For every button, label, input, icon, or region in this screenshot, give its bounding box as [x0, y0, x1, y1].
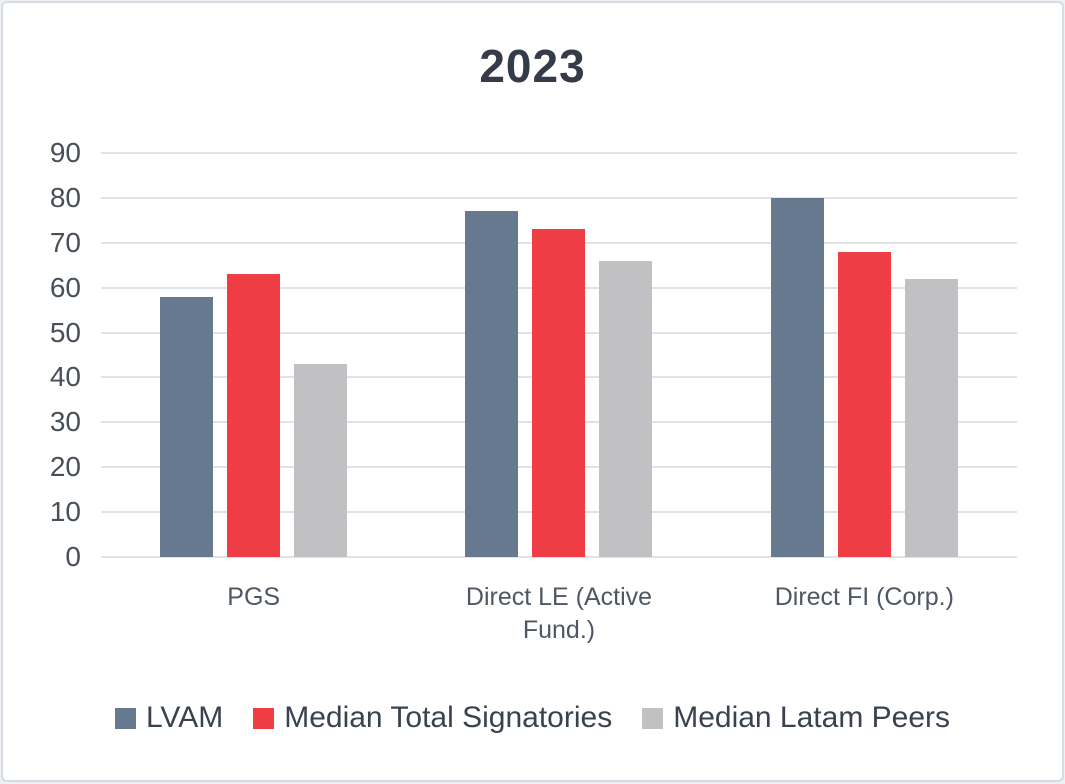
y-tick-label: 20	[49, 451, 81, 483]
legend-item: LVAM	[114, 701, 224, 735]
legend-label: Median Latam Peers	[673, 701, 951, 734]
bar	[599, 260, 653, 557]
y-tick-label: 70	[49, 226, 81, 258]
gridline	[101, 556, 1017, 558]
chart-title: 2023	[479, 40, 586, 92]
y-tick-label: 90	[49, 137, 81, 168]
y-tick-label: 60	[49, 271, 81, 303]
x-category-label-text: Direct LE (Active Fund.)	[465, 583, 653, 644]
bar-group	[712, 153, 1017, 557]
y-tick-label: 10	[49, 496, 81, 528]
x-category-label: Direct LE (Active Fund.)	[406, 581, 711, 647]
legend-label: LVAM	[145, 701, 224, 734]
y-tick-label: 0	[65, 541, 81, 572]
legend-swatch	[114, 707, 136, 729]
x-category-label-text: Direct FI (Corp.)	[774, 583, 954, 611]
bar	[770, 197, 824, 557]
x-category-label-text: PGS	[227, 583, 281, 611]
legend-item: Median Latam Peers	[642, 701, 950, 735]
bar	[294, 363, 348, 557]
x-category-label: PGS	[101, 581, 406, 647]
bar	[904, 278, 958, 557]
gridline	[101, 196, 1017, 199]
legend-swatch	[253, 707, 275, 729]
legend-label: Median Total Signatories	[284, 701, 613, 734]
bar	[837, 251, 891, 557]
bar	[227, 274, 281, 557]
legend: LVAM Median Total Signatories Median Latam…	[3, 701, 1062, 735]
x-axis-labels: PGS Direct LE (Active Fund.) Direct FI (Co…	[101, 581, 1017, 647]
legend-item: Median Total Signatories	[253, 701, 612, 735]
legend-swatch	[642, 707, 664, 729]
bar	[465, 211, 519, 557]
bar-groups	[101, 153, 1017, 557]
bar-group	[101, 153, 406, 557]
bar	[532, 229, 586, 557]
gridline	[101, 152, 1017, 154]
y-tick-label: 30	[49, 406, 81, 438]
y-tick-label: 40	[49, 361, 81, 393]
y-tick-label: 50	[49, 316, 81, 348]
y-tick-label: 80	[49, 181, 81, 213]
x-category-label: Direct FI (Corp.)	[712, 581, 1017, 647]
plot-area: 0 10 20 30 40 50 60 70 80 90	[50, 137, 1017, 572]
bar-group	[406, 153, 711, 557]
bar	[160, 296, 214, 557]
